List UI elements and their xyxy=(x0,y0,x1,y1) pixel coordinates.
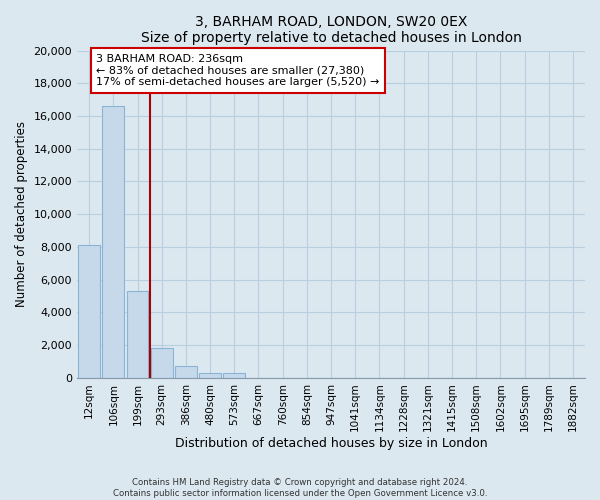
Text: Contains HM Land Registry data © Crown copyright and database right 2024.
Contai: Contains HM Land Registry data © Crown c… xyxy=(113,478,487,498)
Bar xyxy=(175,366,197,378)
Y-axis label: Number of detached properties: Number of detached properties xyxy=(15,121,28,307)
Title: 3, BARHAM ROAD, LONDON, SW20 0EX
Size of property relative to detached houses in: 3, BARHAM ROAD, LONDON, SW20 0EX Size of… xyxy=(140,15,521,45)
Bar xyxy=(151,348,173,378)
Bar xyxy=(78,246,100,378)
Bar xyxy=(103,106,124,378)
Bar xyxy=(199,373,221,378)
X-axis label: Distribution of detached houses by size in London: Distribution of detached houses by size … xyxy=(175,437,487,450)
Bar xyxy=(223,374,245,378)
Text: 3 BARHAM ROAD: 236sqm
← 83% of detached houses are smaller (27,380)
17% of semi-: 3 BARHAM ROAD: 236sqm ← 83% of detached … xyxy=(97,54,380,87)
Bar xyxy=(127,291,148,378)
